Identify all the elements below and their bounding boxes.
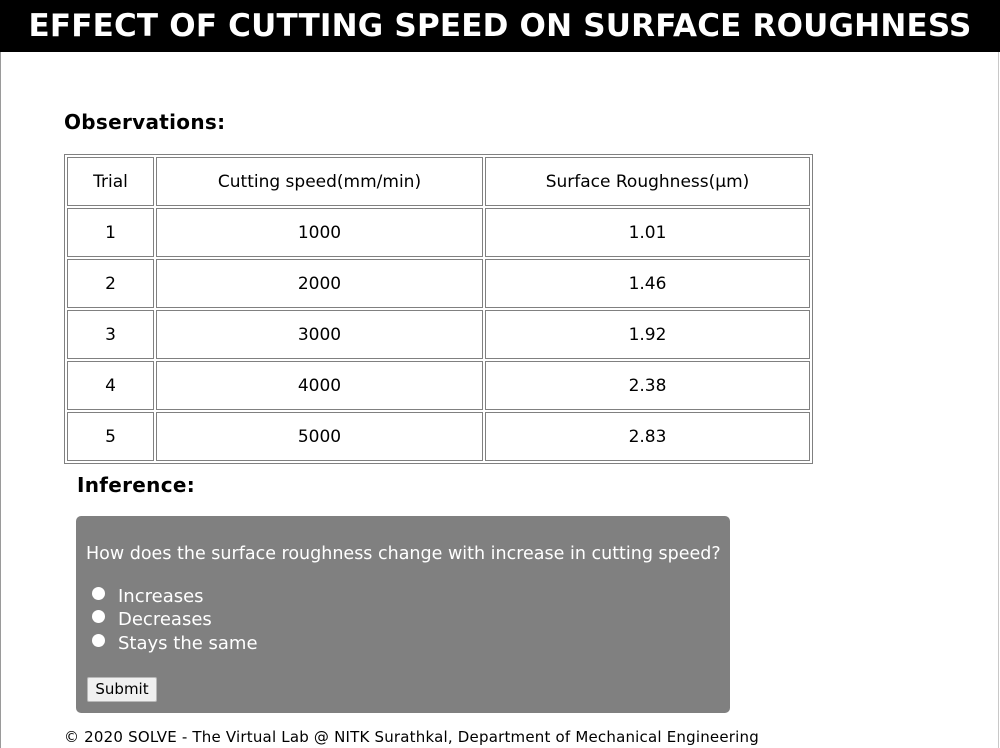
left-divider — [0, 52, 1, 748]
trial-cell: 2 — [67, 259, 154, 308]
trial-cell: 5 — [67, 412, 154, 461]
inference-heading: Inference: — [77, 473, 196, 497]
cutting-speed-cell: 4000 — [156, 361, 483, 410]
page-header: EFFECT OF CUTTING SPEED ON SURFACE ROUGH… — [0, 0, 1000, 52]
trial-cell: 4 — [67, 361, 154, 410]
page-title: EFFECT OF CUTTING SPEED ON SURFACE ROUGH… — [28, 8, 972, 44]
surface-roughness-cell: 1.46 — [485, 259, 810, 308]
table-row: 4 4000 2.38 — [67, 361, 810, 410]
trial-cell: 1 — [67, 208, 154, 257]
option-decreases[interactable]: Decreases — [92, 608, 212, 630]
table-row: 2 2000 1.46 — [67, 259, 810, 308]
table-row: 1 1000 1.01 — [67, 208, 810, 257]
option-label: Increases — [118, 585, 204, 607]
observations-heading: Observations: — [64, 110, 226, 134]
surface-roughness-cell: 2.38 — [485, 361, 810, 410]
cutting-speed-cell: 2000 — [156, 259, 483, 308]
inference-quiz-panel: How does the surface roughness change wi… — [76, 516, 730, 713]
footer-copyright: © 2020 SOLVE - The Virtual Lab @ NITK Su… — [64, 728, 759, 746]
observations-table: Trial Cutting speed(mm/min) Surface Roug… — [64, 154, 813, 464]
quiz-question: How does the surface roughness change wi… — [86, 544, 721, 564]
submit-button[interactable]: Submit — [87, 677, 157, 702]
radio-button[interactable] — [92, 586, 105, 600]
radio-button[interactable] — [92, 609, 105, 623]
radio-button[interactable] — [92, 633, 105, 647]
option-label: Decreases — [118, 608, 212, 630]
trial-cell: 3 — [67, 310, 154, 359]
cutting-speed-cell: 5000 — [156, 412, 483, 461]
option-stays-the-same[interactable]: Stays the same — [92, 632, 258, 654]
cutting-speed-cell: 3000 — [156, 310, 483, 359]
surface-roughness-cell: 2.83 — [485, 412, 810, 461]
table-row: 5 5000 2.83 — [67, 412, 810, 461]
column-header-trial: Trial — [67, 157, 154, 206]
surface-roughness-cell: 1.01 — [485, 208, 810, 257]
option-label: Stays the same — [118, 632, 258, 654]
column-header-cutting-speed: Cutting speed(mm/min) — [156, 157, 483, 206]
cutting-speed-cell: 1000 — [156, 208, 483, 257]
table-row: 3 3000 1.92 — [67, 310, 810, 359]
right-divider — [998, 52, 999, 748]
table-header-row: Trial Cutting speed(mm/min) Surface Roug… — [67, 157, 810, 206]
option-increases[interactable]: Increases — [92, 585, 204, 607]
column-header-surface-roughness: Surface Roughness(μm) — [485, 157, 810, 206]
surface-roughness-cell: 1.92 — [485, 310, 810, 359]
